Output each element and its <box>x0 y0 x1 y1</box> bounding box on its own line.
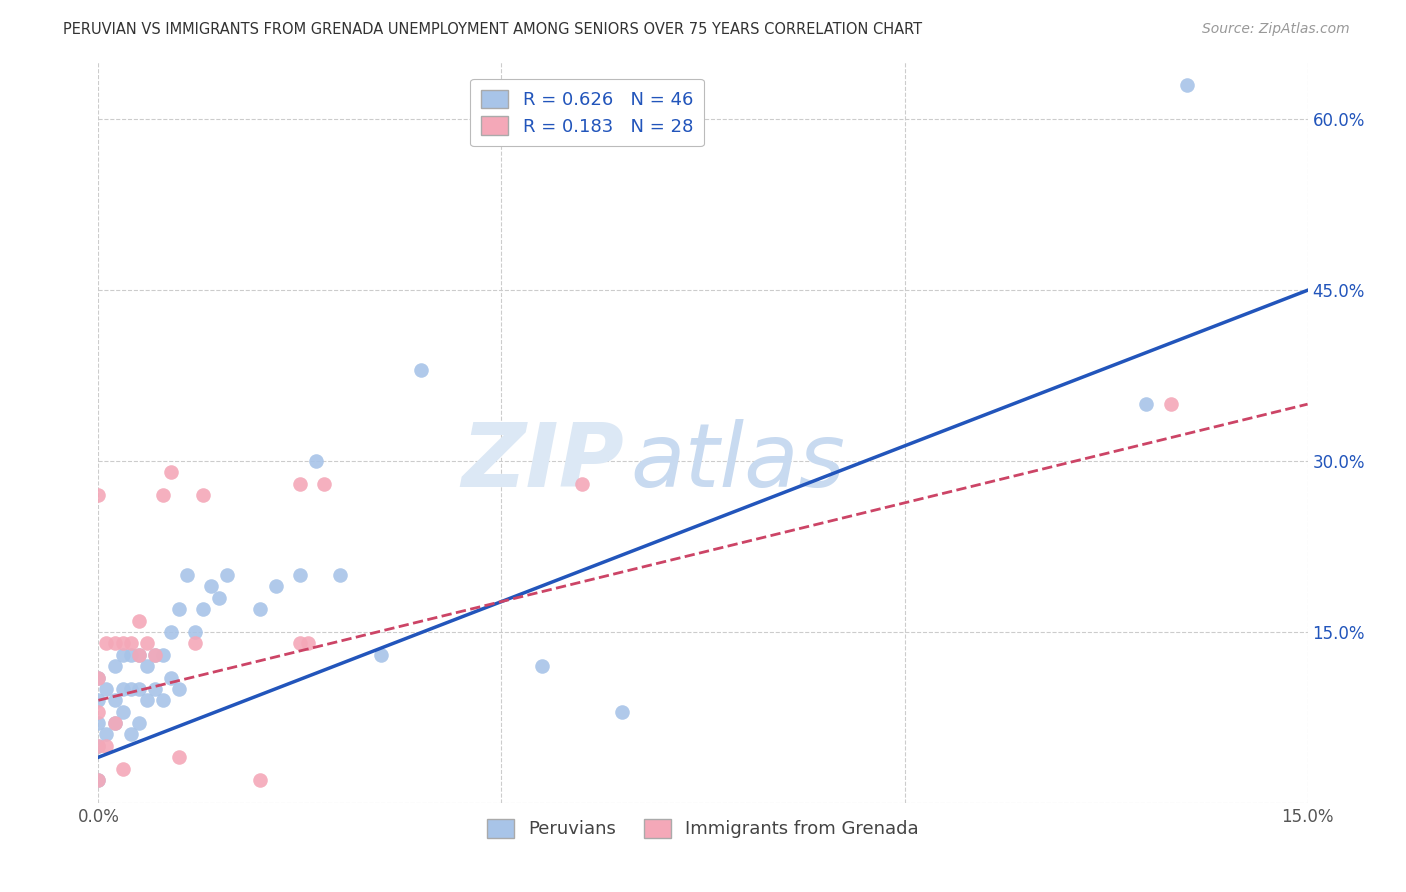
Point <box>152 488 174 502</box>
Point <box>329 568 352 582</box>
Point <box>160 624 183 639</box>
Point <box>103 693 125 707</box>
Point <box>530 659 553 673</box>
Point <box>571 476 593 491</box>
Point <box>128 681 150 696</box>
Point <box>96 636 118 650</box>
Point <box>143 648 166 662</box>
Point <box>87 716 110 731</box>
Point <box>184 636 207 650</box>
Point <box>120 636 142 650</box>
Point <box>120 681 142 696</box>
Point <box>87 671 110 685</box>
Point <box>87 693 110 707</box>
Point <box>87 705 110 719</box>
Point <box>111 762 134 776</box>
Point <box>128 716 150 731</box>
Point <box>176 568 198 582</box>
Point <box>103 716 125 731</box>
Point <box>135 693 157 707</box>
Point <box>288 476 311 491</box>
Point <box>143 648 166 662</box>
Point <box>152 648 174 662</box>
Point <box>103 659 125 673</box>
Point <box>87 739 110 753</box>
Point <box>249 602 271 616</box>
Point <box>128 648 150 662</box>
Point <box>184 624 207 639</box>
Text: Source: ZipAtlas.com: Source: ZipAtlas.com <box>1202 22 1350 37</box>
Point <box>128 614 150 628</box>
Point <box>193 488 215 502</box>
Point <box>208 591 231 605</box>
Point <box>297 636 319 650</box>
Point <box>1135 397 1157 411</box>
Point <box>87 739 110 753</box>
Point <box>217 568 239 582</box>
Point <box>96 739 118 753</box>
Point <box>1175 78 1198 93</box>
Point <box>96 727 118 741</box>
Text: atlas: atlas <box>630 419 845 505</box>
Legend: Peruvians, Immigrants from Grenada: Peruvians, Immigrants from Grenada <box>479 812 927 846</box>
Point <box>167 602 190 616</box>
Point <box>200 579 222 593</box>
Text: PERUVIAN VS IMMIGRANTS FROM GRENADA UNEMPLOYMENT AMONG SENIORS OVER 75 YEARS COR: PERUVIAN VS IMMIGRANTS FROM GRENADA UNEM… <box>63 22 922 37</box>
Point <box>152 693 174 707</box>
Point <box>96 681 118 696</box>
Point <box>409 363 432 377</box>
Point <box>120 648 142 662</box>
Point <box>111 648 134 662</box>
Point <box>167 681 190 696</box>
Point <box>193 602 215 616</box>
Point <box>103 636 125 650</box>
Point <box>612 705 634 719</box>
Point <box>87 671 110 685</box>
Point <box>111 636 134 650</box>
Point <box>160 671 183 685</box>
Point <box>103 716 125 731</box>
Point <box>249 772 271 787</box>
Point <box>135 659 157 673</box>
Point <box>305 454 328 468</box>
Point <box>1160 397 1182 411</box>
Point <box>370 648 392 662</box>
Point <box>167 750 190 764</box>
Point <box>111 705 134 719</box>
Text: ZIP: ZIP <box>461 418 624 506</box>
Point <box>288 636 311 650</box>
Point <box>111 681 134 696</box>
Point <box>87 772 110 787</box>
Point <box>87 488 110 502</box>
Point <box>160 466 183 480</box>
Point <box>135 636 157 650</box>
Point <box>143 681 166 696</box>
Point <box>120 727 142 741</box>
Point <box>314 476 336 491</box>
Point <box>87 772 110 787</box>
Point <box>288 568 311 582</box>
Point <box>264 579 287 593</box>
Point <box>128 648 150 662</box>
